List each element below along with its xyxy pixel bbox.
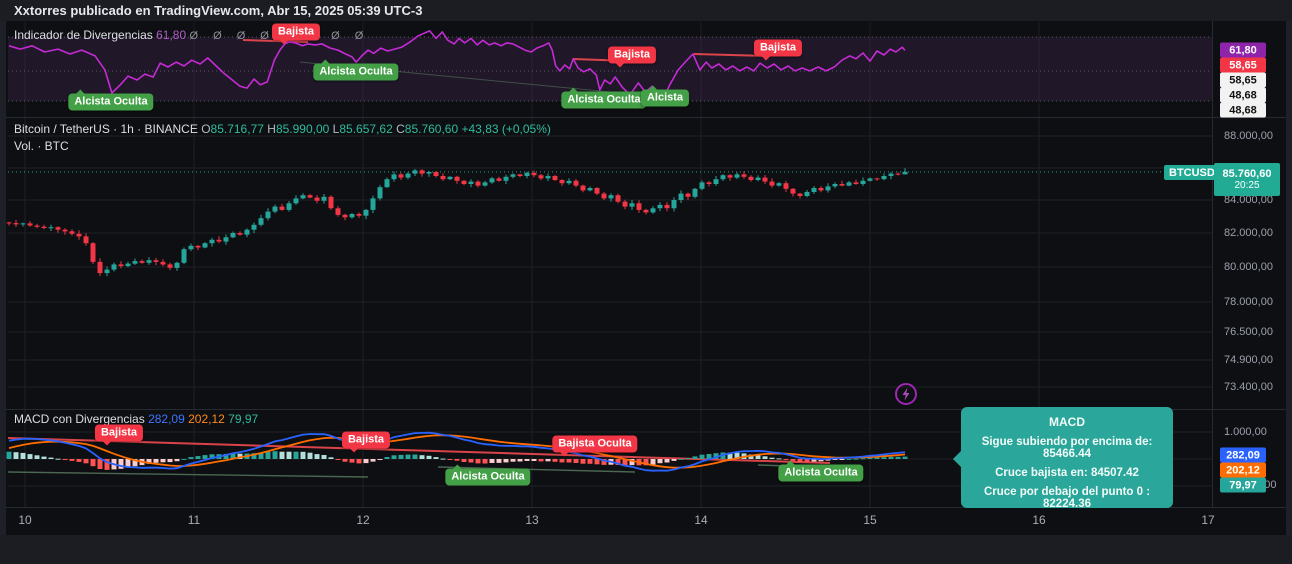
macd-tooltip-line-2: Cruce bajista en: 84507.42 bbox=[995, 467, 1139, 479]
pane-separator-2[interactable] bbox=[6, 409, 1286, 410]
symbol-title[interactable]: Bitcoin / TetherUS · 1h · BINANCE bbox=[14, 122, 198, 136]
bar-countdown: 20:25 bbox=[1234, 180, 1260, 191]
time-axis-border bbox=[6, 507, 1286, 508]
time-axis-label: 10 bbox=[18, 513, 32, 527]
divergence-badge-alcista-oculta: Alcista Oculta bbox=[68, 89, 154, 111]
time-axis-label: 14 bbox=[694, 513, 708, 527]
symbol-legend: Bitcoin / TetherUS · 1h · BINANCE O85.71… bbox=[14, 122, 551, 136]
publication-header: Xxtorres publicado en TradingView.com, A… bbox=[0, 0, 1292, 21]
ohlc-h-value: 85.990,00 bbox=[275, 122, 330, 136]
macd-tooltip-title: MACD bbox=[1049, 415, 1085, 429]
macd-tooltip: MACD Sigue subiendo por encima de: 85466… bbox=[953, 407, 1173, 510]
macd-axis-badge: 282,09 bbox=[1220, 447, 1266, 463]
divergence-axis-badge: 61,80 bbox=[1220, 42, 1266, 58]
macd-signal-value: 202,12 bbox=[188, 412, 225, 426]
time-axis-label: 15 bbox=[863, 513, 877, 527]
divergence-badge-alcista-oculta: Alcista Oculta bbox=[313, 59, 399, 81]
divergence-indicator-title: Indicador de Divergencias bbox=[14, 28, 153, 42]
price-axis-label: 82.000,00 bbox=[1224, 227, 1273, 239]
time-axis-label: 16 bbox=[1032, 513, 1046, 527]
macd-pane-legend: MACD con Divergencias 282,09 202,12 79,9… bbox=[14, 412, 258, 426]
macd-hist-value: 79,97 bbox=[228, 412, 259, 426]
macd-value: 282,09 bbox=[148, 412, 185, 426]
time-axis-label: 12 bbox=[356, 513, 370, 527]
divergence-badge-bajista-oculta: Bajista Oculta bbox=[552, 435, 638, 457]
publication-attribution: Xxtorres publicado en TradingView.com, A… bbox=[14, 3, 423, 18]
divergence-badge-bajista: Bajista bbox=[341, 431, 391, 453]
ticker-price-line-label: BTCUSDT bbox=[1164, 165, 1227, 180]
divergence-badge-bajista: Bajista bbox=[271, 23, 321, 45]
macd-axis-badge: 202,12 bbox=[1220, 462, 1266, 478]
divergence-badge-bajista: Bajista bbox=[94, 424, 144, 446]
macd-axis-label: 1.000,00 bbox=[1224, 426, 1267, 438]
price-axis-label: 78.000,00 bbox=[1224, 296, 1273, 308]
divergence-axis-badge: 58,65 bbox=[1220, 72, 1266, 88]
divergence-axis-badge: 58,65 bbox=[1220, 57, 1266, 73]
time-axis-label: 17 bbox=[1201, 513, 1215, 527]
macd-tooltip-line-1: Sigue subiendo por encima de: 85466.44 bbox=[981, 436, 1153, 460]
price-axis-label: 74.900,00 bbox=[1224, 354, 1273, 366]
price-axis-label: 84.000,00 bbox=[1224, 194, 1273, 206]
attribution-footer: TradingView bbox=[0, 535, 1292, 564]
divergence-badge-bajista: Bajista bbox=[607, 46, 657, 68]
divergence-badge-alcista-oculta: Alcista Oculta bbox=[445, 464, 531, 486]
time-axis-label: 11 bbox=[187, 513, 201, 527]
divergence-indicator-value: 61,80 bbox=[156, 28, 187, 42]
divergence-axis-badge: 48,68 bbox=[1220, 87, 1266, 103]
divergence-badge-alcista-oculta: Alcista Oculta bbox=[778, 460, 864, 482]
ohlc-o-label: O bbox=[201, 122, 211, 136]
divergence-axis-badge: 48,68 bbox=[1220, 102, 1266, 118]
macd-title: MACD con Divergencias bbox=[14, 412, 145, 426]
time-axis-label: 13 bbox=[525, 513, 539, 527]
last-price-badge: 85.760,60 20:25 bbox=[1214, 163, 1280, 196]
flash-idea-marker[interactable] bbox=[893, 381, 919, 407]
ohlc-c-value: 85.760,60 bbox=[404, 122, 459, 136]
price-scale-border bbox=[1212, 21, 1213, 508]
volume-legend: Vol. · BTC bbox=[14, 139, 69, 153]
pane-separator-1[interactable] bbox=[6, 117, 1286, 118]
macd-tooltip-line-3: Cruce por debajo del punto 0 : 82224.36 bbox=[983, 486, 1151, 510]
ohlc-o-value: 85.716,77 bbox=[210, 122, 264, 136]
last-price-value: 85.760,60 bbox=[1222, 168, 1272, 180]
price-axis-label: 76.500,00 bbox=[1224, 326, 1273, 338]
change-value: +43,83 (+0,05%) bbox=[461, 122, 551, 136]
macd-axis-badge: 79,97 bbox=[1220, 477, 1266, 493]
divergence-badge-bajista: Bajista bbox=[753, 39, 803, 61]
lightning-icon bbox=[895, 383, 917, 405]
ohlc-c-label: C bbox=[396, 122, 405, 136]
ohlc-l-value: 85.657,62 bbox=[339, 122, 393, 136]
ohlc-l-label: L bbox=[332, 122, 340, 136]
price-axis-label: 88.000,00 bbox=[1224, 130, 1273, 142]
price-axis-label: 73.400,00 bbox=[1224, 381, 1273, 393]
volume-legend-text: Vol. · BTC bbox=[14, 139, 69, 153]
divergence-badge-alcista: Alcista bbox=[640, 85, 690, 107]
price-axis-label: 80.000,00 bbox=[1224, 261, 1273, 273]
ticker-name: BTCUSDT bbox=[1169, 166, 1222, 179]
divergence-badge-alcista-oculta: Alcista Oculta bbox=[561, 87, 647, 109]
ohlc-h-label: H bbox=[267, 122, 276, 136]
